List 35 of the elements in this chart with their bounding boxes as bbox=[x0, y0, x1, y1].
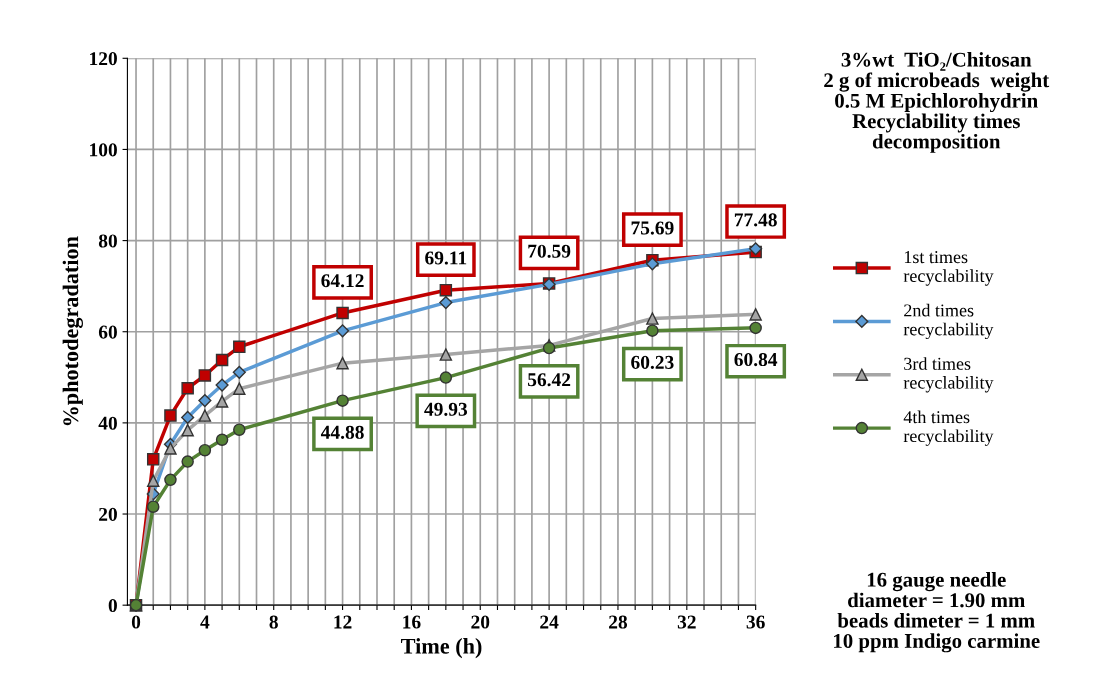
y-tick-label: 80 bbox=[98, 234, 117, 248]
x-axis-title: Time (h) bbox=[401, 638, 482, 659]
legend-label: 4th times recyclability bbox=[903, 410, 994, 446]
y-tick-label: 0 bbox=[108, 598, 117, 613]
data-label: 69.11 bbox=[425, 251, 467, 265]
data-label: 56.42 bbox=[528, 373, 571, 387]
data-label: 49.93 bbox=[424, 402, 468, 416]
x-tick-label: 12 bbox=[334, 615, 352, 629]
y-tick-label: 60 bbox=[98, 325, 117, 339]
data-label: 60.84 bbox=[734, 352, 778, 367]
x-tick-label: 24 bbox=[540, 615, 559, 629]
text: 3%wt TiO₂/Chitosan 2 g of microbeads weight 0.5 M Epichlorohydrin Recyclability times decomposition bbox=[824, 52, 1050, 153]
legend-label: 2nd times recyclability bbox=[903, 303, 994, 340]
x-tick-label: 4 bbox=[200, 615, 210, 629]
y-tick-label: 120 bbox=[90, 52, 117, 66]
x-tick-label: 28 bbox=[609, 615, 628, 629]
data-label: 60.23 bbox=[631, 355, 674, 369]
x-tick-label: 32 bbox=[677, 615, 696, 629]
y-tick-label: 40 bbox=[98, 416, 117, 430]
x-tick-label: 0 bbox=[131, 615, 141, 629]
data-label: 64.12 bbox=[321, 274, 364, 288]
x-tick-label: 20 bbox=[471, 615, 490, 629]
x-tick-label: 16 bbox=[403, 615, 421, 629]
y-tick-label: 20 bbox=[99, 507, 117, 521]
data-label: 70.59 bbox=[528, 244, 571, 258]
data-label: 44.88 bbox=[320, 425, 364, 439]
text: 16 gauge needle diameter = 1.90 mm beads dimeter = 1 mm 10 ppm Indigo carmine bbox=[834, 572, 1040, 653]
data-label: 77.48 bbox=[734, 213, 777, 227]
x-tick-label: 36 bbox=[746, 615, 765, 629]
y-axis-title: %photodegradation bbox=[62, 236, 83, 426]
data-label: 75.69 bbox=[631, 221, 674, 235]
legend-label: 3rd times recyclability bbox=[903, 357, 994, 393]
y-tick-label: 100 bbox=[90, 143, 117, 157]
legend-label: 1st times recyclability bbox=[903, 251, 994, 286]
x-tick-label: 8 bbox=[269, 615, 278, 629]
